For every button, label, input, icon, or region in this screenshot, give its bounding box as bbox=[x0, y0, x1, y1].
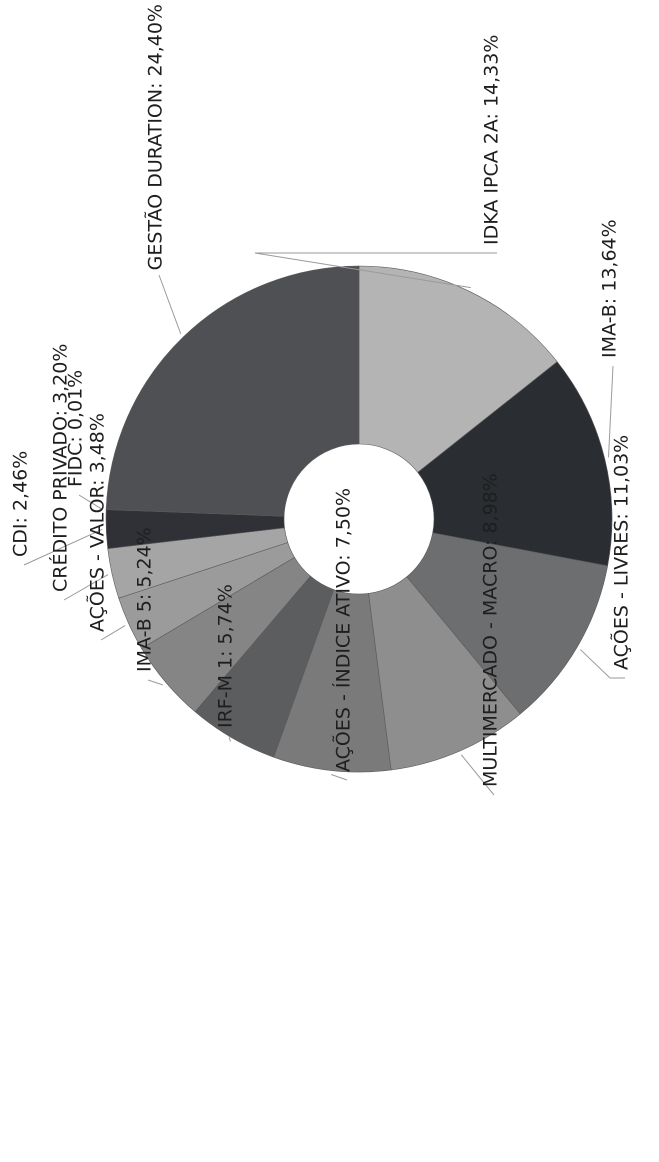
leader-line-credito-privado bbox=[63, 574, 109, 601]
slice-label-multimercado-macro: MULTIMERCADO - MACRO: 8,98% bbox=[480, 473, 502, 787]
leader-lines bbox=[23, 252, 625, 796]
slice-label-acoes-indice-ativo: AÇÕES - ÍNDICE ATIVO: 7,50% bbox=[332, 488, 355, 772]
slice-label-ima-b-5: IMA-B 5: 5,24% bbox=[134, 527, 156, 672]
slice-label-fidc: FIDC: 0,01% bbox=[65, 370, 87, 487]
leader-line-ima-b bbox=[608, 365, 614, 458]
slice-label-idka-ipca-2a: IDKA IPCA 2A: 14,33% bbox=[481, 35, 503, 245]
donut-slice-acoes-livres bbox=[406, 532, 608, 715]
leader-line-cdi bbox=[23, 528, 103, 566]
slice-label-ima-b: IMA-B: 13,64% bbox=[599, 219, 621, 358]
slice-labels: IDKA IPCA 2A: 14,33% IMA-B: 13,64% AÇÕES -… bbox=[10, 4, 633, 787]
donut-slice-multimercado-macro bbox=[368, 576, 521, 771]
leader-line-multimercado-macro bbox=[460, 754, 495, 796]
leader-line-acoes-valor bbox=[100, 625, 126, 641]
donut-slice-idka-ipca-2a bbox=[358, 265, 558, 473]
leader-line-acoes-livres bbox=[580, 649, 625, 679]
leader-line-idka-ipca-2a bbox=[254, 252, 497, 289]
slice-label-cdi: CDI: 2,46% bbox=[10, 451, 32, 557]
donut-slices bbox=[105, 265, 613, 773]
slice-label-acoes-valor: AÇÕES - VALOR: 3,48% bbox=[86, 413, 109, 632]
leader-line-gestao-duration bbox=[158, 274, 182, 335]
slice-label-credito-privado: CRÉDITO PRIVADO: 3,20% bbox=[49, 344, 72, 592]
leader-line-ima-b-5 bbox=[147, 679, 163, 686]
leader-line-acoes-indice-ativo bbox=[331, 774, 348, 781]
slice-label-gestao-duration: GESTÃO DURATION: 24,40% bbox=[144, 4, 167, 270]
donut-slice-gestao-duration bbox=[105, 265, 360, 517]
leader-line-irf-m-1 bbox=[228, 735, 231, 742]
donut-slice-ima-b bbox=[417, 361, 613, 567]
slice-label-irf-m-1: IRF-M 1: 5,74% bbox=[215, 584, 237, 728]
leader-line-fidc bbox=[78, 494, 103, 510]
slice-label-acoes-livres: AÇÕES - LIVRES: 11,03% bbox=[610, 435, 633, 670]
